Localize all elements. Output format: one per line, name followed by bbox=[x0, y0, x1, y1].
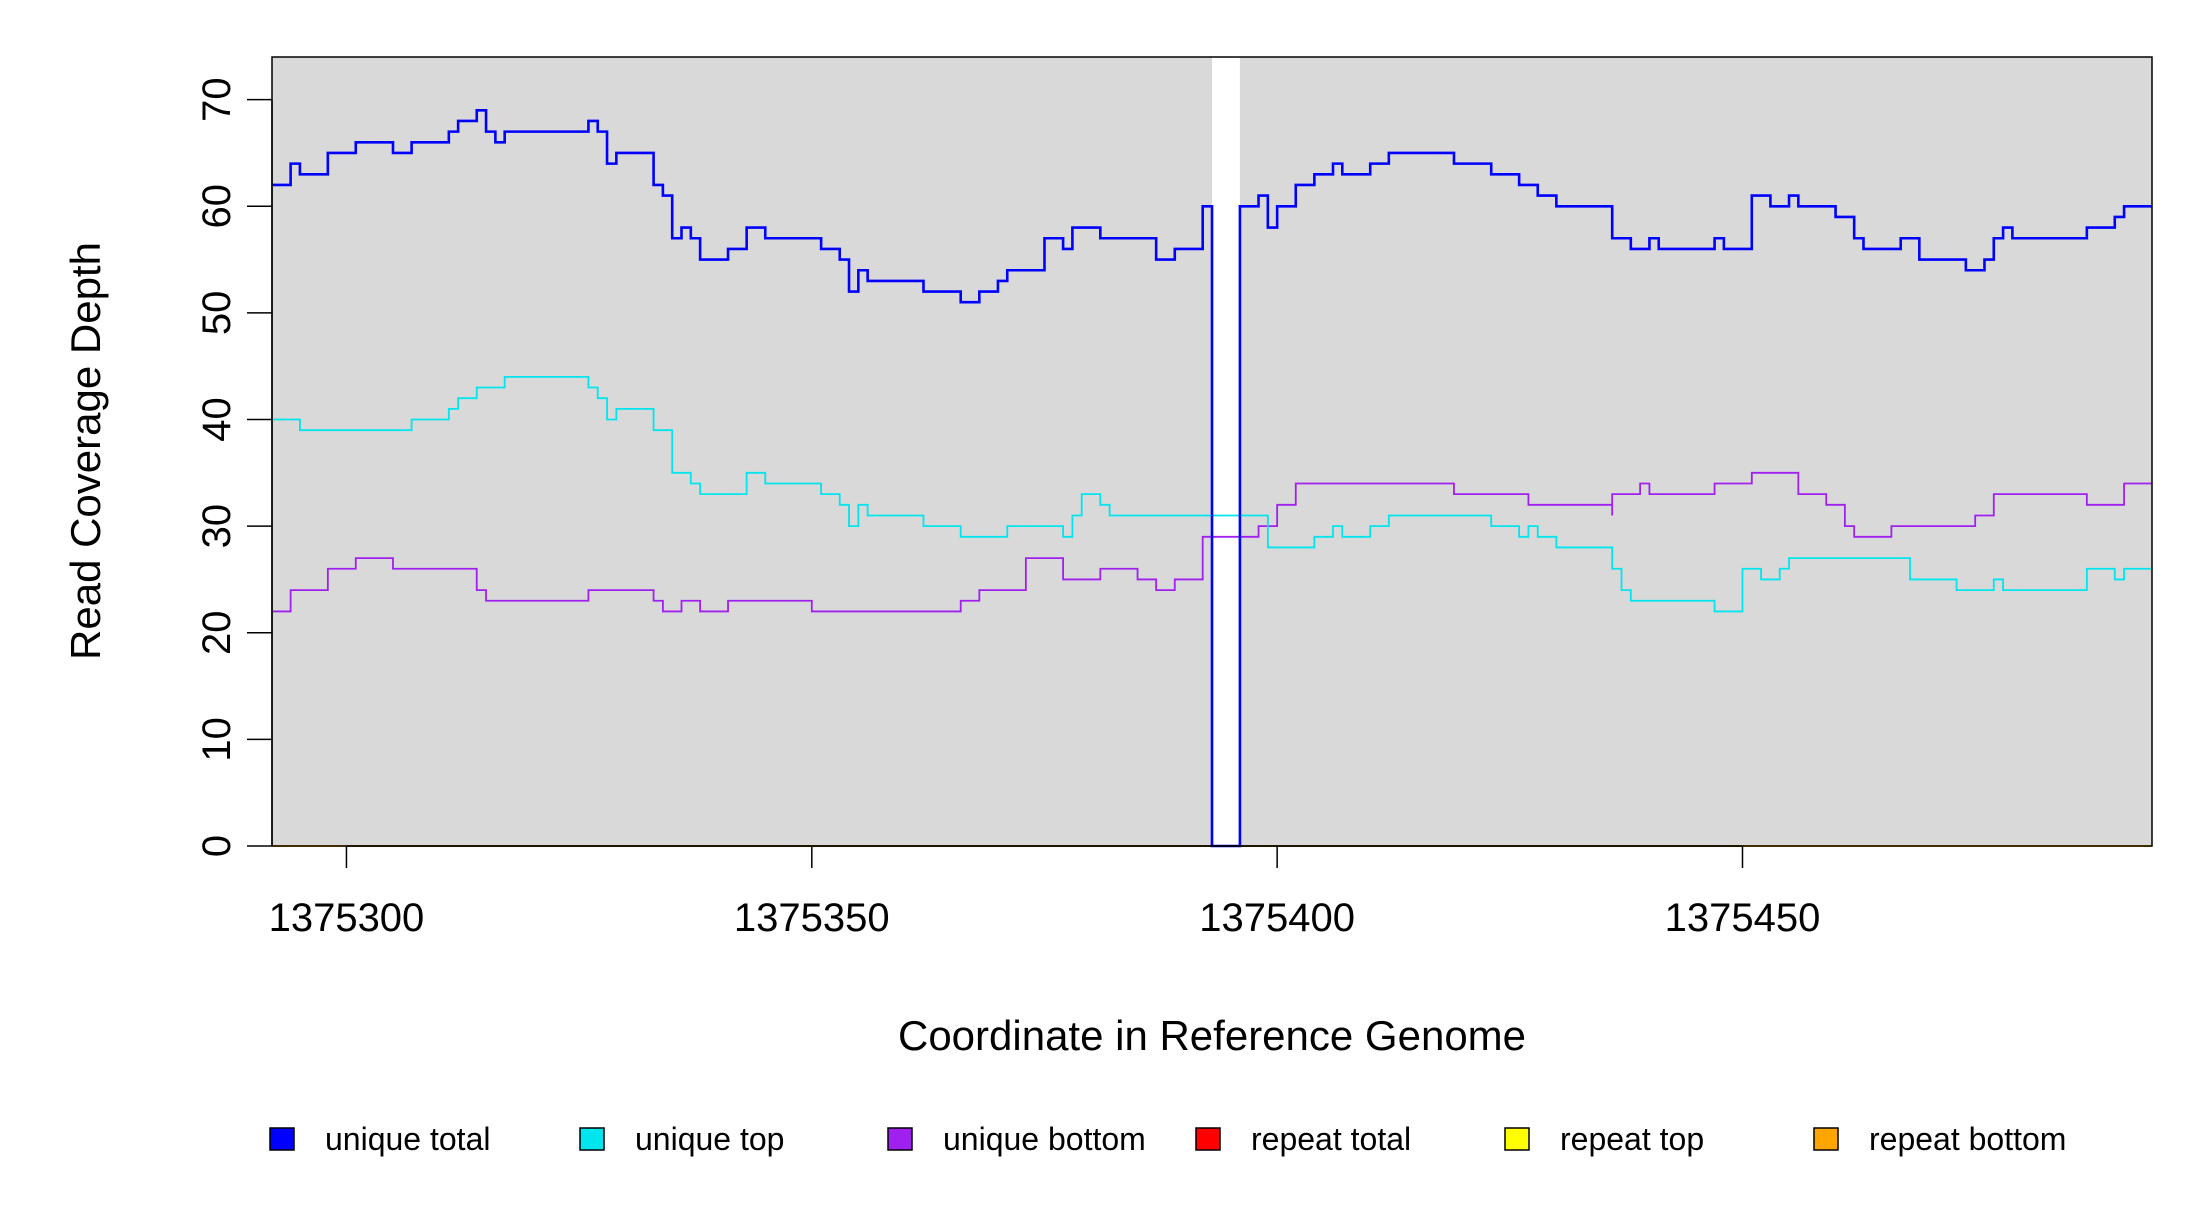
x-tick-label: 1375300 bbox=[269, 896, 425, 940]
y-tick-label: 40 bbox=[195, 397, 239, 442]
x-tick-label: 1375400 bbox=[1199, 896, 1355, 940]
legend-label: repeat total bbox=[1251, 1121, 1411, 1157]
legend-swatch bbox=[1195, 1127, 1221, 1151]
legend-label: repeat top bbox=[1560, 1121, 1704, 1157]
series-unique-total bbox=[272, 109, 2152, 848]
legend-label: unique top bbox=[635, 1121, 784, 1157]
gap-region bbox=[1212, 57, 1240, 846]
legend-label: unique bottom bbox=[943, 1121, 1146, 1157]
y-tick-label: 60 bbox=[195, 184, 239, 229]
y-tick-label: 70 bbox=[195, 77, 239, 122]
legend-swatch bbox=[1813, 1127, 1839, 1151]
y-tick-label: 0 bbox=[195, 835, 239, 857]
y-tick-label: 30 bbox=[195, 504, 239, 549]
x-tick-label: 1375350 bbox=[734, 896, 890, 940]
legend-item: unique bottom bbox=[887, 1121, 1146, 1157]
legend-swatch bbox=[579, 1127, 605, 1151]
y-tick-label: 10 bbox=[195, 717, 239, 762]
legend-item: repeat top bbox=[1504, 1121, 1704, 1157]
legend-swatch bbox=[1504, 1127, 1530, 1151]
legend-label: repeat bottom bbox=[1869, 1121, 2066, 1157]
legend-item: unique total bbox=[269, 1121, 490, 1157]
legend-swatch bbox=[269, 1127, 295, 1151]
legend-label: unique total bbox=[325, 1121, 490, 1157]
legend-swatch bbox=[887, 1127, 913, 1151]
y-axis: 0 10 20 30 40 50 60 70 bbox=[195, 77, 273, 857]
y-axis-title: Read Coverage Depth bbox=[62, 242, 109, 660]
x-axis: 1375300 1375350 1375400 1375450 bbox=[269, 845, 1821, 940]
series-unique-top bbox=[272, 375, 2152, 613]
legend: unique total unique top unique bottom repea… bbox=[269, 1121, 2066, 1157]
legend-item: repeat bottom bbox=[1813, 1121, 2066, 1157]
y-tick-label: 20 bbox=[195, 611, 239, 656]
x-axis-title: Coordinate in Reference Genome bbox=[898, 1012, 1526, 1059]
series-unique-bottom bbox=[272, 471, 2152, 613]
x-tick-label: 1375450 bbox=[1665, 896, 1821, 940]
legend-item: unique top bbox=[579, 1121, 784, 1157]
y-tick-label: 50 bbox=[195, 291, 239, 336]
legend-item: repeat total bbox=[1195, 1121, 1411, 1157]
